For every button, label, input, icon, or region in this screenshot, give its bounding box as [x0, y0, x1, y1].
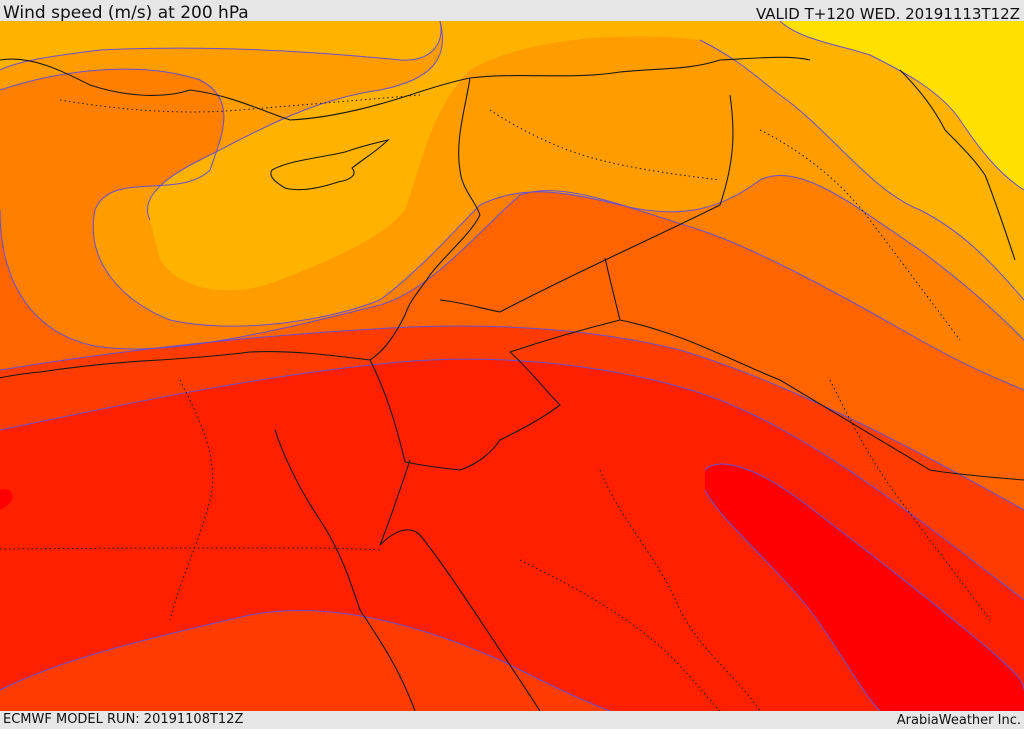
band-core-red-west — [0, 489, 13, 510]
coastlines — [0, 58, 1016, 711]
map-title: Wind speed (m/s) at 200 hPa — [3, 3, 249, 23]
band-yellow — [780, 21, 1024, 190]
band-amber — [147, 21, 1024, 300]
footer-bar: ECMWF MODEL RUN: 20191108T12Z ArabiaWeat… — [0, 711, 1024, 729]
band-amber-northwest — [0, 21, 441, 70]
map-canvas — [0, 21, 1024, 711]
valid-time-label: VALID T+120 WED. 20191113T12Z — [755, 5, 1020, 23]
wind-speed-map — [0, 21, 1024, 711]
header-bar: Wind speed (m/s) at 200 hPa VALID T+120 … — [0, 0, 1024, 23]
admin-boundaries — [0, 94, 991, 711]
isotach-contours — [0, 21, 1024, 711]
model-run-label: ECMWF MODEL RUN: 20191108T12Z — [3, 712, 244, 727]
country-borders — [369, 56, 1024, 481]
credit-label: ArabiaWeather Inc. — [896, 713, 1021, 728]
band-red-orange-southwest — [0, 610, 610, 711]
band-core-red — [705, 464, 1024, 711]
